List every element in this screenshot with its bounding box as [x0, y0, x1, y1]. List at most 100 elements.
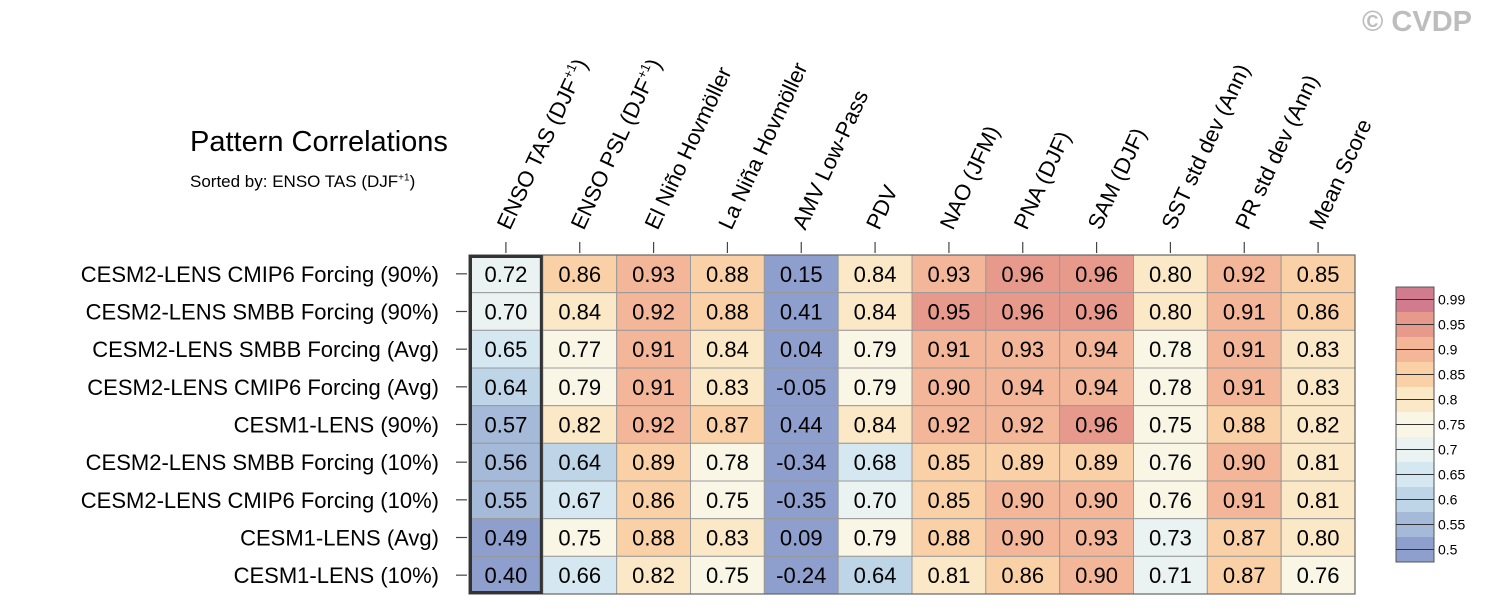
cell-value-label: 0.79: [558, 375, 601, 400]
cell-value-label: 0.76: [1297, 563, 1340, 588]
cell-value-label: 0.87: [1223, 563, 1266, 588]
heatmap-cell: [1280, 329, 1356, 369]
cell-value-label: 0.65: [485, 337, 528, 362]
heatmap-cell: [616, 555, 692, 595]
cell-value-label: 0.64: [485, 375, 528, 400]
cell-value-label: 0.92: [632, 413, 675, 438]
heatmap-cell: [1133, 405, 1208, 444]
heatmap-cell: [763, 254, 839, 294]
chart-title: Pattern Correlations: [190, 126, 448, 158]
cell-value-label: 0.96: [1075, 262, 1118, 287]
cell-value-label: 0.78: [706, 450, 749, 475]
cell-value-label: 0.80: [1297, 526, 1340, 551]
heatmap-cell: [1206, 254, 1282, 294]
sorted-column-highlight: [469, 255, 543, 594]
cell-value-label: 0.68: [854, 450, 897, 475]
heatmap-cell: [542, 367, 618, 407]
heatmap-cell: [1280, 555, 1356, 595]
cell-value-label: 0.91: [1223, 300, 1266, 325]
cell-value-label: 0.64: [854, 563, 897, 588]
heatmap-cell: [1133, 329, 1208, 369]
heatmap-cell: [837, 480, 913, 520]
heatmap-cell: [985, 367, 1061, 407]
cell-value-label: 0.78: [1149, 337, 1192, 362]
cell-value-label: 0.91: [632, 375, 675, 400]
row-label: CESM1-LENS (90%): [234, 413, 439, 438]
column-label-text: PNA (DJF): [1009, 127, 1076, 233]
heatmap-cell: [468, 555, 544, 595]
cell-value-label: 0.86: [1001, 563, 1044, 588]
heatmap-cell: [616, 480, 692, 520]
heatmap-cell: [1206, 442, 1282, 482]
heatmap-cell: [837, 442, 913, 482]
heatmap-cell: [1133, 480, 1208, 520]
heatmap-cell: [690, 405, 765, 444]
cell-value-label: 0.94: [1075, 337, 1118, 362]
cell-value-label: 0.93: [632, 262, 675, 287]
column-label-text: PDV: [861, 181, 903, 233]
heatmap-cell: [542, 480, 618, 520]
heatmap-cell: [1280, 292, 1356, 331]
heatmap-cell: [1059, 518, 1134, 557]
cell-value-label: 0.15: [780, 262, 823, 287]
cell-value-label: 0.83: [1297, 337, 1340, 362]
cell-value-label: 0.84: [854, 300, 897, 325]
heatmap-cell: [468, 442, 544, 482]
heatmap-cell: [616, 518, 692, 557]
cell-value-label: 0.49: [485, 526, 528, 551]
cell-value-label: 0.85: [928, 450, 971, 475]
heatmap-cell: [1133, 518, 1208, 557]
cell-value-label: -0.05: [776, 375, 826, 400]
row-label: CESM2-LENS SMBB Forcing (90%): [86, 300, 439, 325]
row-label: CESM2-LENS CMIP6 Forcing (10%): [81, 488, 439, 513]
cell-value-label: 0.96: [1075, 413, 1118, 438]
row-label: CESM1-LENS (Avg): [240, 526, 439, 551]
heatmap-cell: [911, 518, 987, 557]
column-label-text: AMV Low-Pass: [787, 86, 873, 233]
cell-value-label: 0.93: [1075, 526, 1118, 551]
cell-value-label: 0.77: [558, 337, 601, 362]
column-label-text: ENSO PSL (DJF: [566, 75, 658, 233]
cell-value-label: 0.88: [632, 526, 675, 551]
watermark: © CVDP: [1362, 6, 1472, 38]
cell-value-label: 0.90: [1001, 488, 1044, 513]
cell-value-label: 0.83: [706, 375, 749, 400]
cell-value-label: 0.81: [1297, 488, 1340, 513]
heatmap-cell: [616, 254, 692, 294]
cell-value-label: 0.96: [1001, 262, 1044, 287]
cell-value-label: 0.92: [1001, 413, 1044, 438]
cell-value-label: 0.90: [1001, 526, 1044, 551]
cell-value-label: 0.82: [1297, 413, 1340, 438]
column-label-text: SAM (DJF): [1082, 124, 1151, 233]
column-label-superscript: +1: [560, 61, 580, 81]
cell-value-label: 0.90: [1223, 450, 1266, 475]
cell-value-label: 0.86: [632, 488, 675, 513]
heatmap-cell: [1133, 555, 1208, 595]
cell-value-label: 0.89: [1001, 450, 1044, 475]
cell-value-label: 0.56: [485, 450, 528, 475]
cell-value-label: 0.09: [780, 526, 823, 551]
heatmap-cell: [763, 480, 839, 520]
column-label: PNA (DJF): [1009, 127, 1076, 233]
heatmap-cell: [1280, 367, 1356, 407]
heatmap-cell: [985, 442, 1061, 482]
cell-value-label: -0.24: [776, 563, 826, 588]
cell-value-label: 0.81: [1297, 450, 1340, 475]
heatmap-cell: [690, 555, 765, 595]
cell-value-label: 0.40: [485, 563, 528, 588]
heatmap-cell: [1206, 480, 1282, 520]
heatmap-cell: [985, 555, 1061, 595]
heatmap-cell: [542, 405, 618, 444]
cell-value-label: 0.96: [1001, 300, 1044, 325]
cell-value-label: 0.96: [1075, 300, 1118, 325]
cell-value-label: 0.85: [928, 488, 971, 513]
row-label: CESM1-LENS (10%): [234, 563, 439, 588]
heatmap-cell: [837, 292, 913, 331]
cell-value-label: 0.86: [558, 262, 601, 287]
cell-value-label: 0.83: [1297, 375, 1340, 400]
colorbar-label: 0.85: [1438, 367, 1465, 383]
cell-value-label: 0.79: [854, 526, 897, 551]
cell-value-label: 0.88: [706, 300, 749, 325]
heatmap-cell: [911, 442, 987, 482]
cell-value-label: 0.78: [1149, 375, 1192, 400]
